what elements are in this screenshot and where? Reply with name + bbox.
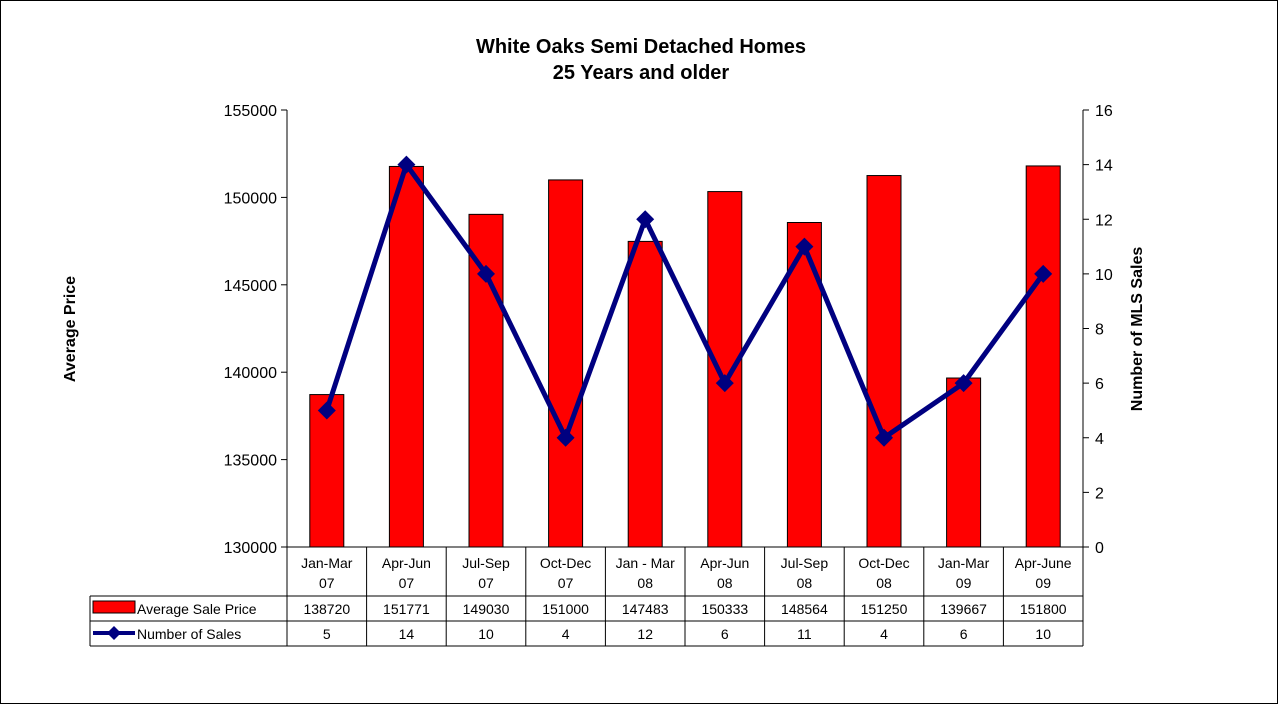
sales-point	[1034, 264, 1053, 283]
y2-tick-label: 2	[1095, 485, 1104, 502]
table-cell: 151250	[861, 601, 908, 617]
y-tick-label: 145000	[224, 278, 277, 295]
table-cell: 139667	[940, 601, 987, 617]
y-tick-label: 155000	[224, 103, 277, 120]
bar	[707, 191, 743, 548]
category-label: 07	[399, 575, 415, 591]
table-cell: 11	[797, 626, 812, 642]
bar	[468, 213, 504, 548]
category-label: Jan-Mar	[301, 555, 353, 571]
y-tick-label: 150000	[224, 190, 277, 207]
y2-tick-label: 12	[1095, 212, 1113, 229]
y-tick-label: 135000	[224, 453, 277, 470]
sales-point	[954, 374, 973, 393]
category-label: Jan - Mar	[616, 555, 675, 571]
table-cell: 147483	[622, 601, 669, 617]
y-tick-label: 130000	[224, 540, 277, 557]
bar	[627, 240, 663, 548]
category-label: Jul-Sep	[781, 555, 829, 571]
table-cell: 4	[562, 626, 570, 642]
category-label: Jan-Mar	[938, 555, 990, 571]
table-cell: 6	[721, 626, 729, 642]
table-cell: 12	[637, 626, 653, 642]
sales-point	[397, 155, 416, 174]
y2-tick-label: 14	[1095, 158, 1113, 175]
y2-tick-label: 10	[1095, 267, 1113, 284]
category-label: 08	[876, 575, 892, 591]
y2-tick-label: 16	[1095, 103, 1113, 120]
category-label: Apr-Jun	[382, 555, 431, 571]
category-label: 08	[797, 575, 813, 591]
category-label: 07	[319, 575, 335, 591]
category-label: 09	[1035, 575, 1051, 591]
table-cell: 151771	[383, 601, 430, 617]
table-cell: 149030	[463, 601, 510, 617]
category-label: 07	[558, 575, 574, 591]
bar	[866, 175, 902, 548]
bar	[548, 179, 584, 548]
table-cell: 138720	[303, 601, 350, 617]
table-cell: 4	[880, 626, 888, 642]
category-label: Apr-June	[1015, 555, 1072, 571]
category-label: Oct-Dec	[540, 555, 591, 571]
sales-point	[715, 374, 734, 393]
bar	[1025, 165, 1061, 548]
table-cell: 151000	[542, 601, 589, 617]
legend-key-marker	[107, 626, 121, 640]
sales-line	[324, 159, 1046, 445]
y2-tick-label: 6	[1095, 376, 1104, 393]
table-cell: 14	[399, 626, 415, 642]
y2-tick-label: 4	[1095, 431, 1104, 448]
sales-point	[875, 428, 893, 447]
category-label: Oct-Dec	[858, 555, 909, 571]
y-tick-label: 140000	[224, 365, 277, 382]
category-label: Apr-Jun	[700, 555, 749, 571]
sales-point	[556, 428, 575, 447]
legend-label: Number of Sales	[137, 626, 241, 642]
category-label: 08	[717, 575, 733, 591]
chart-title: White Oaks Semi Detached Homes	[476, 36, 806, 58]
category-label: 09	[956, 575, 972, 591]
y2-tick-label: 8	[1095, 322, 1104, 339]
sales-point	[477, 264, 495, 283]
sales-point	[636, 210, 655, 229]
category-label: Jul-Sep	[462, 555, 510, 571]
sales-point	[795, 237, 814, 256]
bar	[946, 377, 982, 548]
table-cell: 6	[960, 626, 968, 642]
y2-axis-title: Number of MLS Sales	[1129, 247, 1146, 412]
y2-tick-label: 0	[1095, 540, 1104, 557]
table-cell: 150333	[701, 601, 748, 617]
chart-subtitle: 25 Years and older	[553, 62, 730, 84]
bar	[388, 165, 424, 548]
y-axis-title: Average Price	[62, 276, 79, 382]
table-cell: 151800	[1020, 601, 1067, 617]
plot-area: 130000 135000 140000 145000 150000 155000 0 2 4 6…	[89, 103, 1113, 647]
sales-point	[317, 401, 336, 420]
legend-key-bar	[92, 600, 136, 614]
legend-label: Average Sale Price	[137, 601, 257, 617]
table-cell: 10	[1035, 626, 1051, 642]
category-label: 08	[637, 575, 653, 591]
table-cell: 5	[323, 626, 331, 642]
table-cell: 10	[478, 626, 494, 642]
category-label: 07	[478, 575, 494, 591]
table-cell: 148564	[781, 601, 828, 617]
